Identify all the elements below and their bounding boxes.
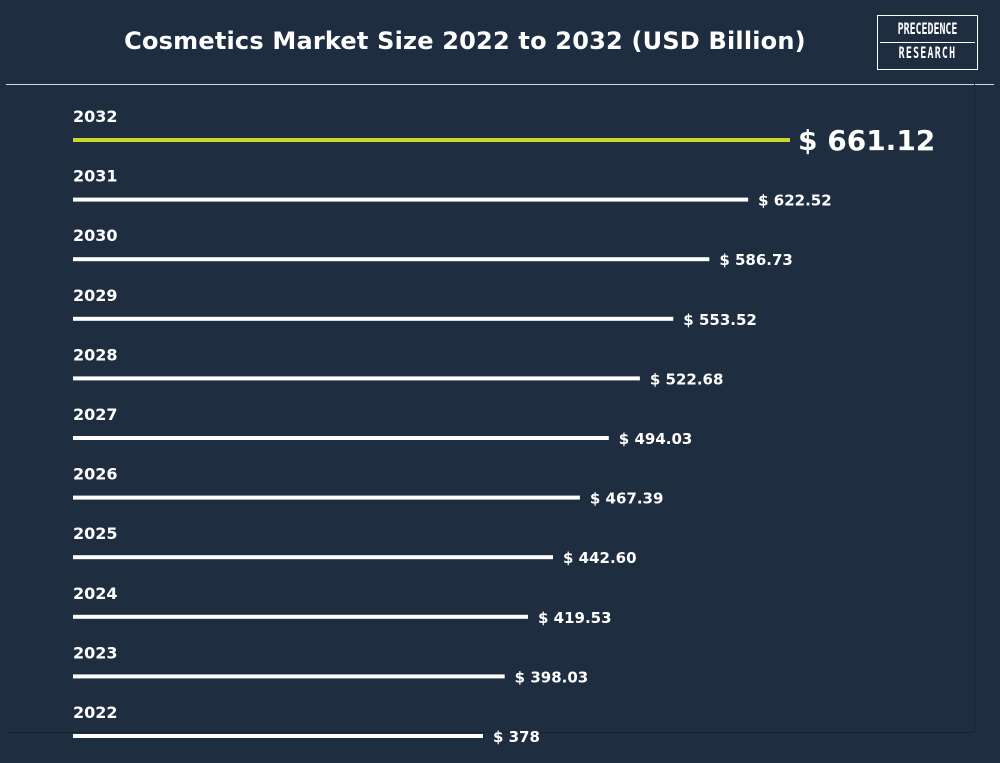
value-label-2027: $ 494.03 — [619, 430, 693, 448]
value-label-2026: $ 467.39 — [590, 490, 664, 508]
value-label-2025: $ 442.60 — [563, 549, 637, 567]
bar-2031 — [73, 197, 749, 202]
value-label-2030: $ 586.73 — [719, 251, 793, 269]
brand-logo: PRECEDENCE RESEARCH — [877, 15, 978, 70]
bar-2029 — [73, 316, 674, 321]
value-label-2032: $ 661.12 — [798, 124, 935, 157]
chart-frame — [6, 84, 975, 733]
bar-2028 — [73, 376, 640, 381]
year-label-2029: 2029 — [73, 286, 118, 305]
bar-2025 — [73, 555, 554, 560]
year-label-2030: 2030 — [73, 226, 118, 245]
year-label-2025: 2025 — [73, 524, 118, 543]
bar-2030 — [73, 257, 710, 262]
year-label-2022: 2022 — [73, 703, 118, 722]
header-divider — [6, 84, 994, 85]
bar-2023 — [73, 674, 505, 679]
bar-2026 — [73, 495, 580, 500]
value-label-2028: $ 522.68 — [650, 370, 724, 388]
logo-separator — [880, 42, 975, 43]
year-label-2028: 2028 — [73, 345, 118, 364]
value-label-2023: $ 398.03 — [515, 668, 589, 686]
value-label-2024: $ 419.53 — [538, 609, 612, 627]
bar-2027 — [73, 436, 609, 440]
year-label-2023: 2023 — [73, 643, 118, 662]
chart-title: Cosmetics Market Size 2022 to 2032 (USD … — [124, 27, 806, 55]
bar-2024 — [73, 614, 528, 619]
value-label-2029: $ 553.52 — [683, 311, 757, 329]
logo-text-line-2: RESEARCH — [898, 43, 957, 62]
year-label-2032: 2032 — [73, 107, 118, 126]
year-label-2031: 2031 — [73, 167, 118, 186]
bar-2022 — [73, 734, 483, 738]
value-label-2031: $ 622.52 — [758, 192, 832, 210]
value-label-2022: $ 378 — [493, 728, 540, 746]
year-label-2027: 2027 — [73, 405, 118, 424]
bar-2032 — [73, 138, 790, 142]
logo-text-line-1: PRECEDENCE — [897, 19, 958, 38]
year-label-2024: 2024 — [73, 584, 118, 603]
year-label-2026: 2026 — [73, 465, 118, 484]
